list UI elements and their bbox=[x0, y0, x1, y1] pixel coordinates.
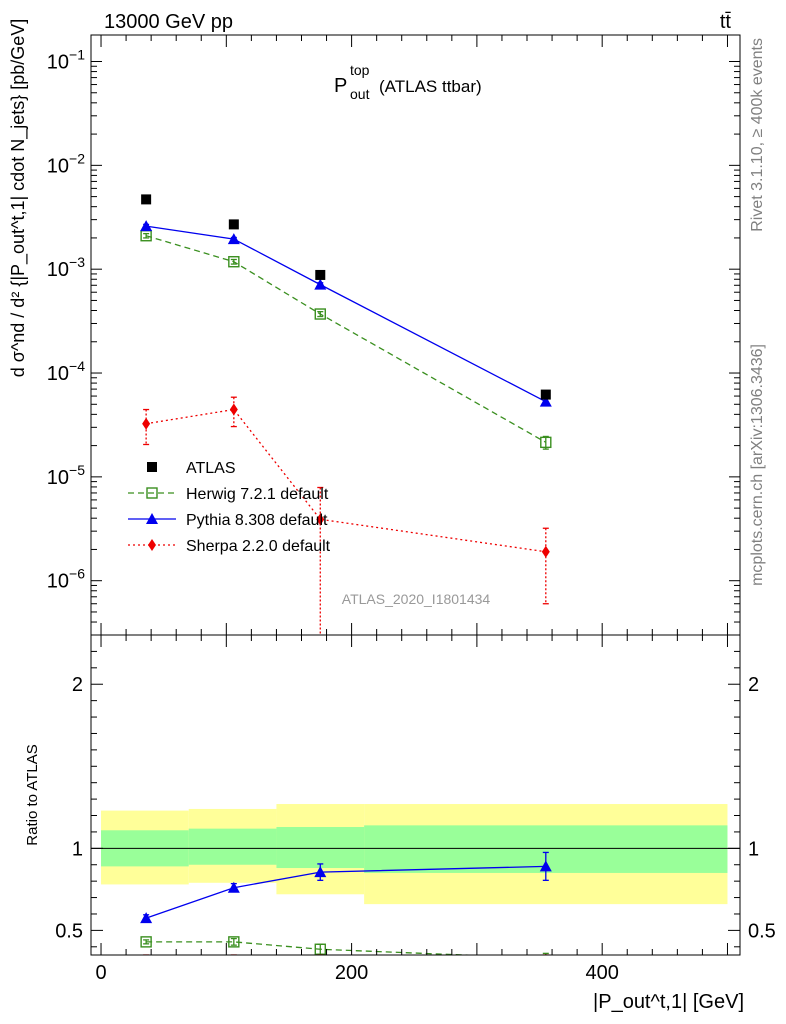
main-point bbox=[141, 194, 152, 205]
ratio-point bbox=[539, 860, 552, 872]
main-y-tick-label: 10−1 bbox=[47, 47, 85, 74]
legend-marker bbox=[147, 462, 157, 472]
ratio-panel-series bbox=[140, 851, 552, 1011]
ratio-line bbox=[146, 1007, 546, 1011]
main-point bbox=[229, 403, 238, 416]
ratio-y-tick-label-right: 0.5 bbox=[748, 920, 776, 942]
plot-title-sup: top bbox=[350, 62, 370, 78]
main-point bbox=[140, 220, 153, 232]
ratio-line bbox=[146, 941, 481, 955]
ratio-line bbox=[145, 865, 546, 919]
uncertainty-band-inner bbox=[188, 828, 277, 865]
ratio-point bbox=[314, 866, 327, 878]
ratio-point bbox=[140, 912, 153, 924]
ratio-panel-axes: 0.5 0.5 1 1 2 2 0 200 400 bbox=[55, 634, 776, 984]
process-label: tt̄ bbox=[720, 11, 732, 33]
main-point bbox=[142, 417, 151, 430]
x-tick-label: 0 bbox=[95, 962, 106, 984]
rivet-version-label: Rivet 3.1.10, ≥ 400k events bbox=[749, 38, 766, 232]
legend-entry: Herwig 7.2.1 default bbox=[128, 486, 329, 503]
x-axis-label: |P_out^t,1| [GeV] bbox=[593, 991, 744, 1013]
main-pythia bbox=[140, 220, 552, 407]
ratio-point bbox=[228, 936, 240, 948]
ratio-frame bbox=[90, 634, 741, 956]
main-line bbox=[146, 225, 547, 403]
legend-entry: Pythia 8.308 default bbox=[128, 512, 328, 529]
legend-entry: Sherpa 2.2.0 default bbox=[128, 538, 331, 555]
legend-label: Pythia 8.308 default bbox=[186, 512, 328, 529]
main-point bbox=[540, 389, 551, 400]
legend-marker bbox=[148, 539, 156, 551]
plot-title-sub: out bbox=[350, 86, 370, 102]
ratio-y-tick-label-right: 2 bbox=[748, 674, 759, 696]
main-y-axis-label: d σ^nd / d² {|P_out^t,1| cdot N_jets} [p… bbox=[8, 19, 29, 378]
main-point bbox=[314, 278, 327, 290]
ratio-y-tick-label-left: 2 bbox=[72, 674, 83, 696]
main-panel-axes: 10−1 10−2 10−3 10−4 10−5 10−6 bbox=[47, 34, 741, 636]
ratio-y-tick-label-left: 0.5 bbox=[55, 920, 83, 942]
legend-marker bbox=[146, 513, 158, 524]
ratio-point bbox=[140, 936, 152, 948]
x-tick-label: 400 bbox=[585, 962, 618, 984]
main-point bbox=[314, 308, 326, 320]
main-y-tick-label: 10−3 bbox=[47, 254, 85, 281]
legend-label: Herwig 7.2.1 default bbox=[186, 486, 329, 503]
ratio-y-axis-label: Ratio to ATLAS bbox=[24, 744, 41, 845]
legend-marker bbox=[146, 487, 158, 499]
ratio-herwig bbox=[140, 936, 549, 955]
ratio-y-tick-label-left: 1 bbox=[72, 838, 83, 860]
ratio-panel-background bbox=[91, 804, 740, 905]
main-line bbox=[145, 235, 547, 443]
plot-title-symbol: P bbox=[334, 75, 347, 97]
x-tick-label: 200 bbox=[335, 962, 368, 984]
main-point bbox=[540, 436, 552, 449]
main-y-tick-label: 10−6 bbox=[47, 566, 85, 593]
plot-title: (ATLAS ttbar) bbox=[379, 77, 482, 96]
main-sherpa bbox=[142, 396, 550, 635]
ratio-point bbox=[227, 881, 240, 893]
legend-label: Sherpa 2.2.0 default bbox=[186, 538, 331, 555]
main-point bbox=[315, 269, 326, 280]
main-point bbox=[316, 513, 325, 526]
main-y-tick-label: 10−2 bbox=[47, 150, 85, 177]
ratio-pythia bbox=[140, 851, 552, 924]
ratio-point bbox=[314, 943, 326, 955]
legend: ATLAS Herwig 7.2.1 default Pythia 8.308 de… bbox=[128, 460, 331, 555]
energy-label: 13000 GeV pp bbox=[104, 11, 233, 33]
mcplots-label: mcplots.cern.ch [arXiv:1306.3436] bbox=[749, 344, 766, 586]
ratio-y-tick-label-right: 1 bbox=[748, 838, 759, 860]
main-line bbox=[146, 408, 546, 553]
legend-label: ATLAS bbox=[186, 460, 236, 477]
main-point bbox=[539, 395, 552, 407]
main-herwig bbox=[140, 230, 552, 450]
main-point bbox=[227, 233, 240, 245]
main-point bbox=[228, 219, 239, 230]
main-y-tick-label: 10−4 bbox=[47, 358, 85, 385]
legend-entry: ATLAS bbox=[147, 460, 236, 477]
main-atlas bbox=[141, 194, 551, 400]
main-point bbox=[541, 545, 550, 558]
main-panel-series bbox=[140, 194, 552, 635]
main-point bbox=[228, 256, 240, 268]
analysis-watermark: ATLAS_2020_I1801434 bbox=[342, 591, 491, 607]
uncertainty-band-inner bbox=[276, 827, 365, 869]
main-y-tick-label: 10−5 bbox=[47, 462, 85, 489]
